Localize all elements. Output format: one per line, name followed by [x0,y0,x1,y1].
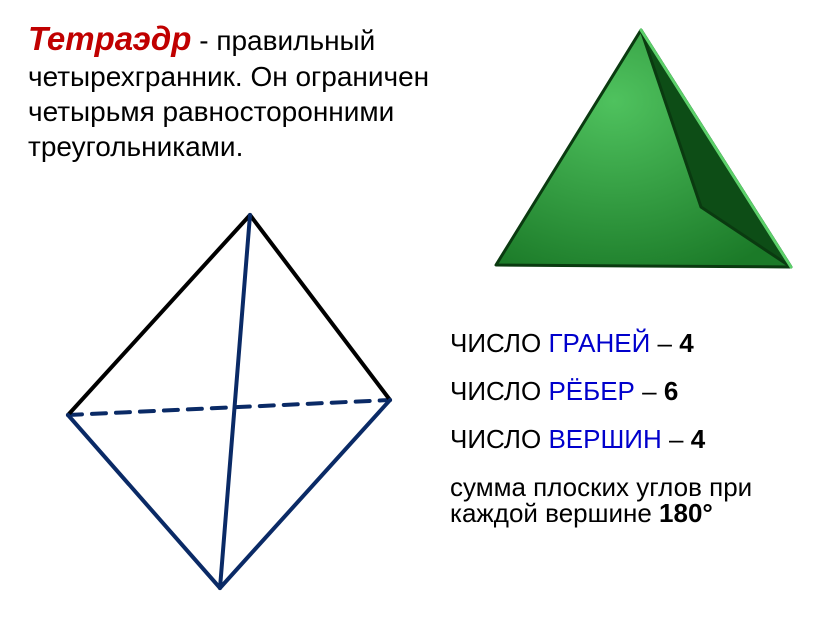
slide: Тетраэдр - правильный четырехгранник. Он… [0,0,831,623]
vertices-count: ЧИСЛО ВЕРШИН – 4 [450,426,810,452]
faces-prefix: ЧИСЛО [450,328,548,358]
tetrahedron-solid-diagram [466,10,816,300]
faces-count: ЧИСЛО ГРАНЕЙ – 4 [450,330,810,356]
edges-value: 6 [664,376,678,406]
angle-sum: сумма плоских углов при каждой вершине 1… [450,474,810,526]
vertices-label: ВЕРШИН [548,424,661,454]
vertices-value: 4 [691,424,705,454]
edges-prefix: ЧИСЛО [450,376,548,406]
edges-count: ЧИСЛО РЁБЕР – 6 [450,378,810,404]
edges-label: РЁБЕР [548,376,634,406]
tetrahedron-wireframe-diagram [20,190,420,610]
term-tetrahedron: Тетраэдр [28,20,191,57]
properties-block: ЧИСЛО ГРАНЕЙ – 4 ЧИСЛО РЁБЕР – 6 ЧИСЛО В… [450,330,810,548]
angle-sum-value: 180° [659,498,713,528]
definition-text: Тетраэдр - правильный четырехгранник. Он… [28,18,478,164]
faces-value: 4 [679,328,693,358]
faces-label: ГРАНЕЙ [548,328,650,358]
vertices-prefix: ЧИСЛО [450,424,548,454]
